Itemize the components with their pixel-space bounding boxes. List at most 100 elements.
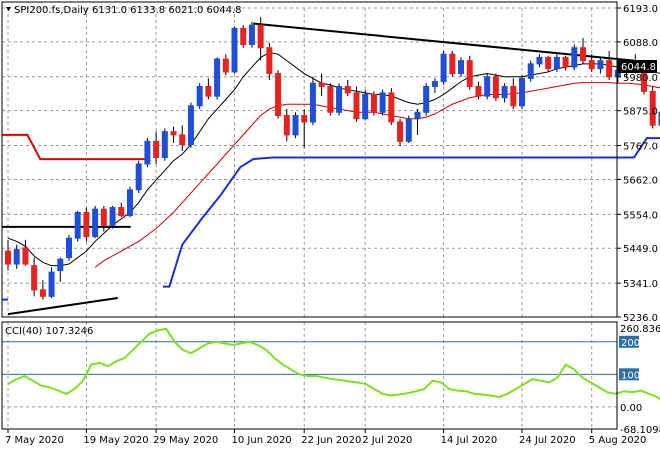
bull-candle (109, 207, 116, 226)
cci-pane-frame (1, 321, 618, 430)
bull-candle (431, 81, 438, 87)
bull-candle (292, 115, 299, 136)
cci-series (7, 327, 660, 401)
bear-candle (222, 58, 229, 73)
x-tick-label: 22 Jun 2020 (301, 435, 361, 446)
bear-candle (545, 56, 552, 70)
y-tick-label: -68.1098 (620, 425, 660, 436)
pane-frames (1, 1, 618, 430)
bull-candle (126, 189, 133, 217)
bear-candle (327, 85, 334, 113)
candlestick-series (5, 17, 660, 300)
y-tick-label: 5236.0 (623, 313, 658, 324)
bear-candle (649, 90, 656, 126)
bear-candle (492, 76, 499, 99)
bear-candle (170, 131, 177, 136)
y-tick-label: 6088.0 (623, 38, 658, 49)
bear-candle (344, 85, 351, 94)
cci-level-label: 200 (621, 338, 640, 349)
x-tick-label: 7 May 2020 (5, 435, 64, 446)
bear-candle (606, 60, 613, 78)
bull-candle (571, 47, 578, 68)
bear-candle (205, 85, 212, 97)
bull-candle (74, 211, 81, 239)
bear-candle (562, 56, 569, 68)
bear-candle (275, 73, 282, 117)
bear-candle (118, 207, 125, 217)
x-tick-label: 14 Jul 2020 (441, 435, 498, 446)
price-tag-value: 6044.8 (621, 62, 656, 73)
trendline-bottom (7, 296, 118, 316)
bear-candle (83, 211, 90, 238)
cci-line (7, 327, 660, 401)
bull-candle (458, 60, 465, 75)
bull-candle (519, 77, 526, 107)
support-resistance-lines (1, 133, 660, 301)
trendline-top (253, 22, 635, 62)
bull-candle (187, 105, 194, 146)
bear-candle (370, 94, 377, 113)
ohlc-readout: 6131.0 6133.8 6021.0 6044.8 (92, 5, 242, 16)
bull-candle (231, 27, 238, 73)
bear-candle (580, 47, 587, 62)
y-tick-label: 5554.0 (623, 210, 658, 221)
bull-candle (336, 85, 343, 113)
bear-candle (22, 247, 29, 265)
bear-candle (510, 85, 517, 107)
x-tick-label: 29 May 2020 (153, 435, 218, 446)
x-tick-label: 24 Jul 2020 (519, 435, 576, 446)
bear-candle (588, 60, 595, 70)
price-tag-box (617, 60, 657, 73)
bull-candle (57, 258, 64, 272)
dropdown-triangle-icon[interactable] (6, 7, 11, 11)
bear-candle (353, 92, 360, 120)
bear-candle (100, 208, 107, 226)
bull-candle (658, 111, 660, 126)
bull-candle (553, 56, 560, 70)
bull-candle (527, 63, 534, 79)
bull-candle (362, 94, 369, 120)
bull-candle (144, 140, 151, 165)
bull-candle (161, 131, 168, 158)
y-tick-label: 5662.0 (623, 175, 658, 186)
resistance-line (1, 133, 150, 161)
y-tick-label: 6193.0 (623, 4, 658, 15)
bull-candle (48, 271, 55, 297)
bear-candle (240, 27, 247, 45)
cci-label: CCI(40) 107.3246 (5, 326, 93, 337)
x-tick-label: 19 May 2020 (83, 435, 148, 446)
y-tick-label: 5767.0 (623, 142, 658, 153)
bull-candle (536, 56, 543, 65)
trendlines (1, 22, 635, 316)
y-tick-label: 0.00 (620, 403, 642, 414)
price-tag: 6044.8 (617, 60, 657, 73)
bull-candle (13, 249, 20, 265)
bull-candle (501, 85, 508, 99)
support-line (162, 137, 660, 288)
bear-candle (39, 289, 46, 297)
bear-candle (388, 92, 395, 123)
cci-level-lines (2, 341, 617, 375)
x-tick-label: 2 Jul 2020 (362, 435, 412, 446)
bull-candle (405, 118, 412, 142)
y-tick-label: 5875.0 (623, 107, 658, 118)
y-tick-label: 5449.0 (623, 244, 658, 255)
bear-candle (475, 85, 482, 97)
bear-candle (301, 115, 308, 123)
bear-candle (257, 24, 264, 49)
y-tick-label: 5341.0 (623, 279, 658, 290)
bear-candle (31, 265, 38, 291)
x-axis-labels: 7 May 2020 19 May 2020 29 May 2020 10 Jun 2… (5, 429, 646, 446)
bear-candle (466, 60, 473, 87)
y-tick-label: 5980.0 (623, 73, 658, 84)
bull-candle (414, 111, 421, 120)
y-axis-labels: 6193.0 6088.0 5980.0 5875.0 5767.0 5662.0 5554… (617, 4, 660, 436)
x-tick-label: 10 Jun 2020 (232, 435, 292, 446)
bear-candle (179, 134, 186, 146)
main-pane-frame (1, 1, 618, 318)
bull-candle (214, 58, 221, 97)
bear-candle (283, 115, 290, 136)
bull-candle (248, 24, 255, 45)
